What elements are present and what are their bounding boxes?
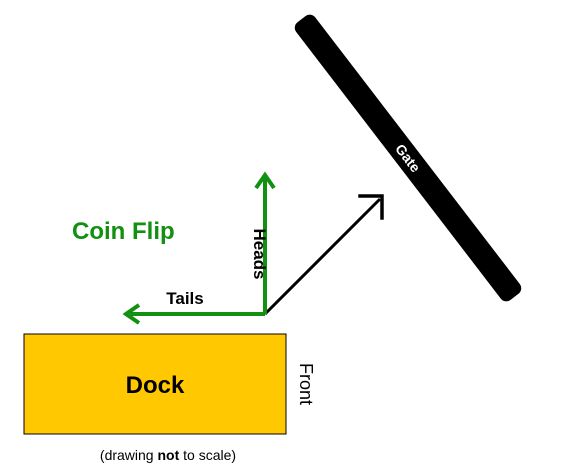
- scale-note-emphasis: not: [158, 447, 180, 463]
- scale-note-prefix: (drawing: [100, 447, 158, 463]
- gate-bar: [294, 14, 522, 302]
- tails-arrow-head: [122, 303, 141, 325]
- coin-flip-label: Coin Flip: [72, 218, 175, 245]
- heads-label: Heads: [250, 228, 269, 279]
- dock-label: Dock: [126, 372, 185, 399]
- tails-label: Tails: [166, 289, 203, 308]
- heads-arrow-head: [254, 171, 276, 190]
- gate: Gate: [294, 14, 522, 302]
- front-label: Front: [296, 363, 316, 405]
- trajectory-arrow-shaft: [263, 197, 382, 316]
- trajectory-arrow-head: [358, 194, 384, 220]
- trajectory-arrow: [263, 194, 384, 316]
- tails-arrow: [122, 303, 265, 325]
- dock-box: [23, 333, 287, 435]
- heads-arrow: [254, 171, 276, 314]
- dock: Dock: [23, 333, 287, 435]
- scale-note-suffix: to scale): [179, 447, 236, 463]
- scale-note: (drawing not to scale): [100, 447, 236, 463]
